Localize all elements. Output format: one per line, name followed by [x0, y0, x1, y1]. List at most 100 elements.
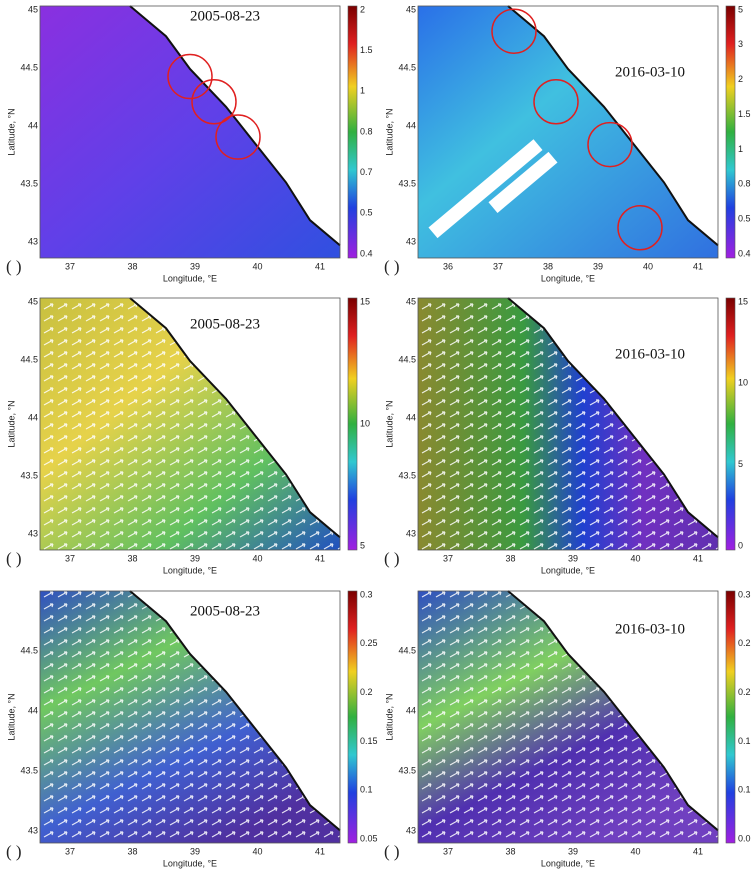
y-tick-label: 44.5 — [20, 645, 38, 655]
map-panel: 15 10 5 37 38 39 40 41 45 44.5 44 43.5 43 Longitude, … — [6, 296, 370, 575]
y-tick-label: 45 — [28, 296, 38, 306]
panel-label: ( ) — [384, 842, 400, 861]
y-tick-label: 43 — [28, 236, 38, 246]
x-tick-label: 39 — [190, 261, 200, 271]
x-tick-label: 40 — [252, 261, 262, 271]
colorbar-tick-label: 15 — [738, 296, 748, 306]
colorbar — [725, 590, 736, 844]
land — [508, 6, 718, 246]
x-axis-label: Longitude, °E — [541, 858, 595, 868]
map-panel: 5 3 2 1.5 1 0.8 0.5 0.4 36 37 38 39 40 41 45 44.5 44 43.5… — [384, 4, 751, 283]
y-tick-label: 43 — [406, 236, 416, 246]
colorbar-tick-label: 0.3 — [360, 589, 373, 599]
land — [130, 591, 340, 831]
x-tick-label: 40 — [252, 553, 262, 563]
map-panel: 0.3 0.25 0.2 0.15 0.1 0.05 37 38 39 40 41 44.5 44 43.… — [6, 589, 378, 868]
y-tick-label: 45 — [406, 296, 416, 306]
plot-frame — [39, 297, 341, 551]
x-tick-label: 40 — [643, 261, 653, 271]
cloud-mask — [428, 139, 543, 239]
x-tick-label: 38 — [505, 846, 515, 856]
panel-label: ( ) — [384, 257, 400, 276]
x-tick-label: 37 — [443, 846, 453, 856]
x-tick-label: 39 — [568, 846, 578, 856]
colorbar-tick-label: 0.4 — [738, 248, 751, 258]
colorbar-tick-label: 3 — [738, 39, 743, 49]
colorbar-tick-label: 10 — [360, 418, 370, 428]
colorbar-tick-label: 1.5 — [738, 109, 751, 119]
y-tick-label: 43.5 — [398, 765, 416, 775]
cloud-mask — [488, 151, 558, 213]
land — [508, 591, 718, 831]
y-tick-label: 44.5 — [20, 354, 38, 364]
y-tick-label: 44 — [28, 412, 38, 422]
plot-frame — [417, 590, 719, 844]
x-tick-label: 39 — [568, 553, 578, 563]
colorbar-tick-label: 0.25 — [360, 638, 378, 648]
colorbar-tick-label: 2 — [738, 74, 743, 84]
y-tick-label: 43.5 — [398, 470, 416, 480]
colorbar-tick-label: 0.7 — [360, 167, 373, 177]
x-tick-label: 41 — [693, 261, 703, 271]
y-axis-label: Latitude, °N — [6, 108, 16, 155]
x-axis-label: Longitude, °E — [163, 858, 217, 868]
colorbar-tick-label: 1 — [360, 86, 365, 96]
coastline — [507, 297, 719, 539]
coastline — [129, 5, 341, 247]
colorbar-tick-label: 0.1 — [738, 736, 751, 746]
y-tick-label: 44 — [28, 120, 38, 130]
x-axis-label: Longitude, °E — [163, 565, 217, 575]
colorbar — [347, 590, 358, 844]
map-panel: 0.3 0.2 0.2 0.1 0.1 0.0 37 38 39 40 41 44.5 44 43.5 43… — [384, 589, 751, 868]
colorbar-tick-label: 0.4 — [360, 248, 373, 258]
y-tick-label: 45 — [406, 4, 416, 14]
y-tick-label: 43 — [406, 528, 416, 538]
date-label: 2005-08-23 — [190, 8, 260, 24]
eddy-marker — [191, 79, 237, 125]
eddy-marker — [491, 8, 537, 54]
y-tick-label: 43.5 — [20, 470, 38, 480]
y-tick-label: 44.5 — [398, 354, 416, 364]
y-tick-label: 44 — [406, 120, 416, 130]
colorbar-tick-label: 0.2 — [738, 687, 751, 697]
land — [130, 6, 340, 246]
plot-frame — [39, 590, 341, 844]
coastline — [507, 590, 719, 832]
x-tick-label: 38 — [505, 553, 515, 563]
date-label: 2005-08-23 — [190, 316, 260, 332]
x-tick-label: 39 — [190, 553, 200, 563]
x-tick-label: 41 — [693, 846, 703, 856]
x-tick-label: 40 — [630, 553, 640, 563]
y-axis-label: Latitude, °N — [384, 400, 394, 447]
colorbar-tick-label: 15 — [360, 296, 370, 306]
y-tick-label: 44 — [406, 705, 416, 715]
date-label: 2016-03-10 — [615, 621, 685, 637]
colorbar — [725, 5, 736, 259]
plot-frame — [417, 5, 719, 259]
coastline — [129, 590, 341, 832]
y-tick-label: 43.5 — [398, 178, 416, 188]
x-tick-label: 38 — [543, 261, 553, 271]
x-tick-label: 41 — [693, 553, 703, 563]
y-tick-label: 44 — [406, 412, 416, 422]
x-tick-label: 39 — [593, 261, 603, 271]
x-tick-label: 37 — [65, 261, 75, 271]
y-tick-label: 43 — [28, 825, 38, 835]
y-tick-label: 44.5 — [398, 62, 416, 72]
colorbar-tick-label: 0.0 — [738, 833, 751, 843]
colorbar-tick-label: 0.1 — [360, 785, 373, 795]
colorbar-tick-label: 0.15 — [360, 736, 378, 746]
colorbar-tick-label: 2 — [360, 4, 365, 14]
y-tick-label: 43.5 — [20, 765, 38, 775]
x-tick-label: 36 — [443, 261, 453, 271]
map-panel: 15 10 5 0 37 38 39 40 41 45 44.5 44 43.5 43 Longitude,… — [384, 296, 748, 575]
panel-label: ( ) — [6, 549, 22, 568]
x-tick-label: 37 — [65, 846, 75, 856]
colorbar-tick-label: 5 — [360, 540, 365, 550]
y-tick-label: 44.5 — [398, 645, 416, 655]
colorbar-tick-label: 5 — [738, 4, 743, 14]
y-axis-label: Latitude, °N — [6, 693, 16, 740]
x-tick-label: 37 — [443, 553, 453, 563]
x-tick-label: 40 — [252, 846, 262, 856]
